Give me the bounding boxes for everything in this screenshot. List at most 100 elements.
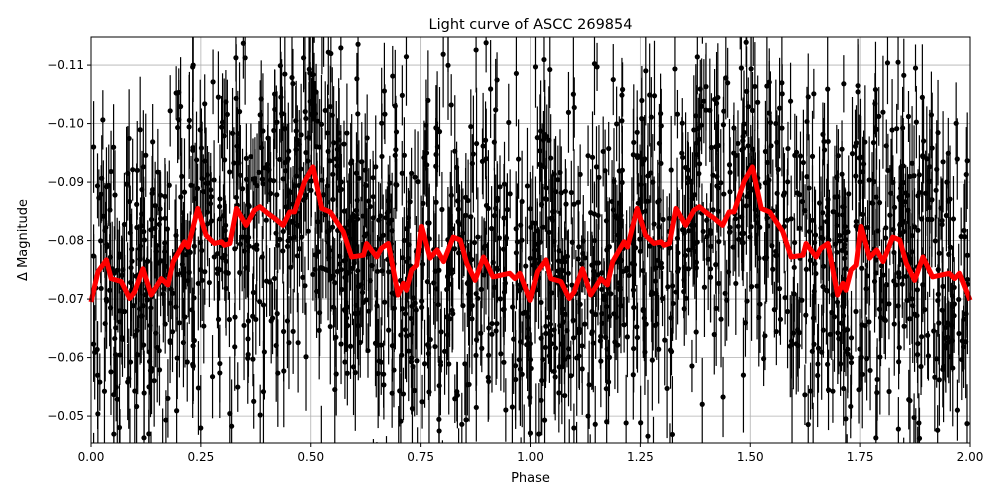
data-point	[312, 266, 318, 273]
data-point	[486, 378, 492, 385]
data-point	[668, 349, 675, 355]
data-point	[623, 268, 629, 274]
data-point	[736, 236, 742, 242]
data-point	[102, 320, 108, 327]
data-point	[790, 330, 796, 336]
data-point	[271, 127, 277, 134]
data-point	[589, 308, 595, 315]
data-point	[399, 92, 405, 98]
data-point	[940, 159, 946, 165]
data-point	[362, 167, 368, 173]
data-point	[540, 224, 546, 230]
data-point	[261, 349, 267, 355]
x-tick-label: 1.75	[847, 450, 874, 464]
data-point	[386, 327, 392, 333]
data-point	[473, 140, 480, 147]
data-point	[333, 371, 339, 377]
data-point	[253, 316, 259, 323]
data-point	[282, 168, 289, 174]
data-point	[126, 135, 132, 142]
data-point	[576, 330, 582, 336]
data-point	[811, 91, 817, 97]
data-point	[135, 352, 141, 358]
data-point	[891, 278, 897, 284]
data-point	[713, 305, 719, 311]
data-point	[774, 190, 780, 196]
data-point	[821, 263, 827, 269]
data-point	[700, 228, 706, 235]
data-point	[923, 190, 929, 196]
data-point	[881, 316, 887, 322]
data-point	[290, 81, 296, 87]
data-point	[534, 135, 540, 141]
data-point	[960, 344, 967, 350]
data-point	[174, 271, 180, 277]
data-point	[137, 306, 143, 312]
data-point	[964, 158, 970, 164]
data-point	[344, 130, 350, 136]
data-point	[398, 332, 404, 338]
data-point	[848, 335, 855, 341]
data-point	[117, 308, 123, 314]
data-point	[741, 129, 747, 136]
data-point	[348, 160, 354, 166]
data-point	[707, 230, 714, 237]
data-point	[918, 334, 925, 340]
data-point	[243, 155, 249, 161]
data-point	[527, 394, 533, 401]
data-point	[211, 254, 217, 260]
data-point	[305, 228, 311, 234]
data-point	[836, 336, 842, 342]
data-point	[232, 344, 238, 350]
data-point	[577, 301, 583, 307]
data-point	[846, 191, 852, 197]
data-point	[303, 115, 309, 122]
data-point	[785, 179, 791, 185]
data-point	[901, 323, 907, 329]
data-point	[441, 348, 448, 354]
data-point	[91, 144, 97, 150]
data-point	[288, 264, 294, 270]
data-point	[552, 374, 558, 380]
data-point	[144, 297, 150, 303]
data-point	[412, 174, 418, 180]
data-point	[634, 334, 641, 341]
data-point	[784, 308, 791, 315]
data-point	[231, 160, 237, 166]
data-point	[245, 351, 251, 358]
data-point	[146, 431, 152, 437]
data-point	[799, 198, 805, 205]
data-point	[762, 333, 768, 339]
data-point	[935, 297, 941, 304]
data-point	[872, 86, 879, 93]
data-point	[833, 241, 839, 247]
y-axis: −0.11 −0.10 −0.09 −0.08 −0.07 −0.06 −0.05	[47, 58, 91, 423]
data-point	[512, 363, 519, 369]
data-point	[895, 59, 901, 65]
data-point	[933, 187, 939, 193]
data-point	[558, 341, 565, 347]
data-point	[820, 283, 826, 290]
data-point	[820, 327, 826, 333]
data-point	[704, 217, 710, 223]
data-point	[915, 227, 921, 233]
data-point	[333, 156, 339, 162]
data-point	[403, 54, 410, 60]
data-point	[222, 157, 228, 163]
data-point	[648, 170, 654, 176]
data-point	[134, 403, 140, 410]
data-point	[406, 348, 412, 354]
data-point	[370, 194, 376, 200]
data-point	[469, 316, 475, 322]
data-point	[100, 213, 106, 219]
data-point	[130, 167, 136, 173]
data-point	[621, 322, 627, 328]
data-point	[211, 177, 217, 183]
data-point	[835, 153, 842, 159]
data-point	[739, 230, 745, 237]
data-point	[539, 377, 545, 384]
data-point	[502, 280, 508, 286]
data-point	[182, 314, 188, 320]
data-point	[150, 139, 156, 145]
